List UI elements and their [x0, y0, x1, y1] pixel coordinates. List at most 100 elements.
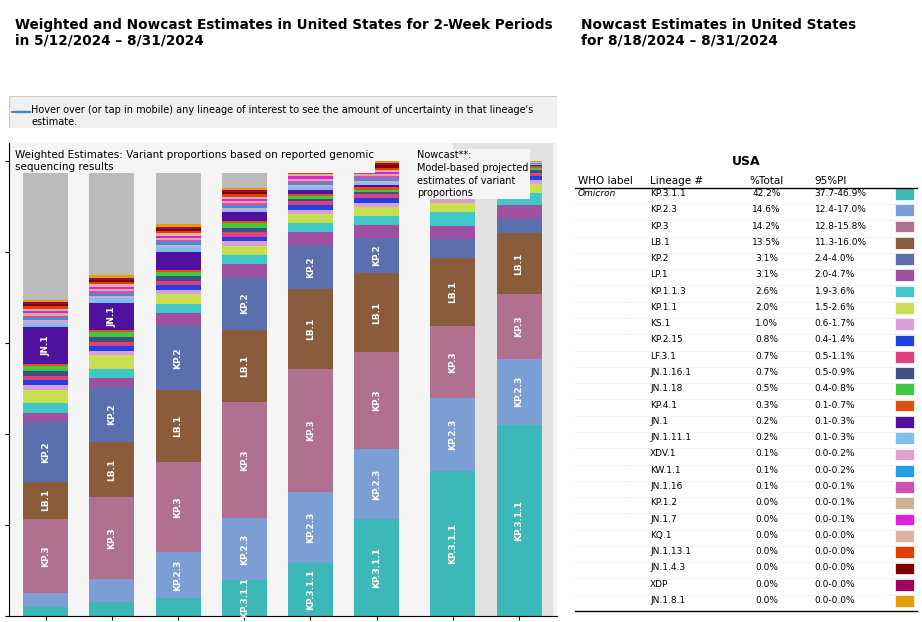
Bar: [431, 170, 476, 171]
Bar: [89, 346, 135, 351]
Text: 12.4-17.0%: 12.4-17.0%: [814, 205, 867, 214]
Text: 42.2%: 42.2%: [752, 189, 781, 198]
Bar: [354, 198, 399, 203]
Bar: [497, 219, 541, 233]
Bar: [288, 197, 333, 198]
Text: Omicron: Omicron: [578, 189, 617, 198]
Bar: [23, 376, 68, 380]
Text: KP.3: KP.3: [173, 496, 183, 518]
Text: LB.1: LB.1: [306, 318, 315, 340]
Bar: [156, 326, 201, 389]
Bar: [222, 402, 266, 518]
Text: 13.5%: 13.5%: [752, 238, 781, 247]
Text: KP.2: KP.2: [240, 293, 249, 315]
Bar: [23, 606, 68, 616]
Text: KP.1.1.3: KP.1.1.3: [650, 287, 686, 295]
Text: JN.1.4.3: JN.1.4.3: [650, 564, 685, 572]
Text: KP.3.1.1: KP.3.1.1: [514, 500, 524, 541]
Bar: [23, 482, 68, 519]
Bar: [222, 223, 266, 228]
Text: 0.7%: 0.7%: [755, 352, 778, 361]
Bar: [354, 273, 399, 352]
Text: 0.1-0.3%: 0.1-0.3%: [814, 417, 856, 426]
Bar: [89, 294, 135, 296]
Bar: [156, 233, 201, 236]
Text: 1.5-2.6%: 1.5-2.6%: [814, 303, 855, 312]
Text: JN.1.16.1: JN.1.16.1: [650, 368, 691, 377]
FancyBboxPatch shape: [895, 205, 914, 216]
Text: KW.1.1: KW.1.1: [650, 466, 680, 475]
Text: 0.0-0.2%: 0.0-0.2%: [814, 450, 855, 458]
Bar: [288, 214, 333, 223]
Bar: [497, 205, 541, 219]
Text: 3.1%: 3.1%: [755, 271, 778, 279]
Text: KP.2: KP.2: [650, 254, 668, 263]
Bar: [156, 294, 201, 304]
Text: KP.3.1.1: KP.3.1.1: [240, 577, 249, 618]
Text: Weighted and Nowcast Estimates in United States for 2-Week Periods
in 5/12/2024 : Weighted and Nowcast Estimates in United…: [15, 17, 552, 48]
Bar: [222, 199, 266, 201]
Bar: [89, 369, 135, 378]
Text: LB.1: LB.1: [173, 415, 183, 437]
Bar: [354, 165, 399, 167]
Bar: [288, 172, 333, 174]
Text: LB.1: LB.1: [514, 253, 524, 275]
FancyBboxPatch shape: [895, 448, 914, 460]
Text: 0.4-1.4%: 0.4-1.4%: [814, 335, 855, 345]
Bar: [431, 325, 476, 398]
Bar: [431, 203, 476, 212]
Bar: [23, 364, 68, 366]
Bar: [23, 161, 68, 300]
Bar: [89, 332, 135, 337]
Text: KP.2.3: KP.2.3: [306, 512, 315, 543]
Bar: [23, 404, 68, 412]
Bar: [497, 294, 541, 359]
Bar: [156, 226, 201, 229]
Bar: [288, 231, 333, 245]
Bar: [222, 212, 266, 221]
Bar: [156, 290, 201, 294]
Bar: [222, 210, 266, 212]
Bar: [23, 302, 68, 304]
Bar: [156, 276, 201, 281]
Bar: [497, 425, 541, 616]
Bar: [222, 330, 266, 402]
Text: 0.1%: 0.1%: [755, 482, 778, 491]
Text: 0.1-0.3%: 0.1-0.3%: [814, 433, 856, 442]
Bar: [288, 179, 333, 181]
FancyBboxPatch shape: [9, 96, 557, 128]
FancyBboxPatch shape: [895, 383, 914, 395]
Text: 0.0-0.1%: 0.0-0.1%: [814, 514, 856, 524]
Bar: [288, 245, 333, 289]
Bar: [23, 323, 68, 327]
Bar: [288, 289, 333, 368]
Bar: [354, 179, 399, 181]
Text: KP.2.3: KP.2.3: [650, 205, 677, 214]
FancyBboxPatch shape: [895, 335, 914, 346]
Bar: [354, 225, 399, 238]
Bar: [431, 194, 476, 198]
Bar: [156, 238, 201, 240]
Text: KP.2.3: KP.2.3: [173, 559, 183, 591]
Bar: [288, 174, 333, 177]
Text: KS.1: KS.1: [650, 319, 670, 328]
Bar: [222, 580, 266, 616]
Bar: [431, 171, 476, 172]
Text: JN.1: JN.1: [650, 417, 668, 426]
Text: Nowcast**:
Model-based projected
estimates of variant
proportions: Nowcast**: Model-based projected estimat…: [417, 150, 528, 198]
Text: 0.0-0.0%: 0.0-0.0%: [814, 547, 856, 556]
Bar: [156, 272, 201, 276]
Text: KP.3: KP.3: [514, 316, 524, 337]
FancyBboxPatch shape: [895, 595, 914, 607]
Text: 1.0%: 1.0%: [755, 319, 778, 328]
Bar: [222, 161, 266, 188]
Bar: [354, 183, 399, 185]
Text: KP.2: KP.2: [41, 441, 50, 463]
Bar: [354, 167, 399, 170]
FancyBboxPatch shape: [895, 400, 914, 411]
Text: 14.2%: 14.2%: [752, 221, 781, 231]
Text: Nowcast Estimates in United States
for 8/18/2024 – 8/31/2024: Nowcast Estimates in United States for 8…: [582, 17, 857, 48]
Bar: [497, 359, 541, 425]
Bar: [497, 193, 541, 205]
Text: KP.1.1: KP.1.1: [650, 303, 677, 312]
